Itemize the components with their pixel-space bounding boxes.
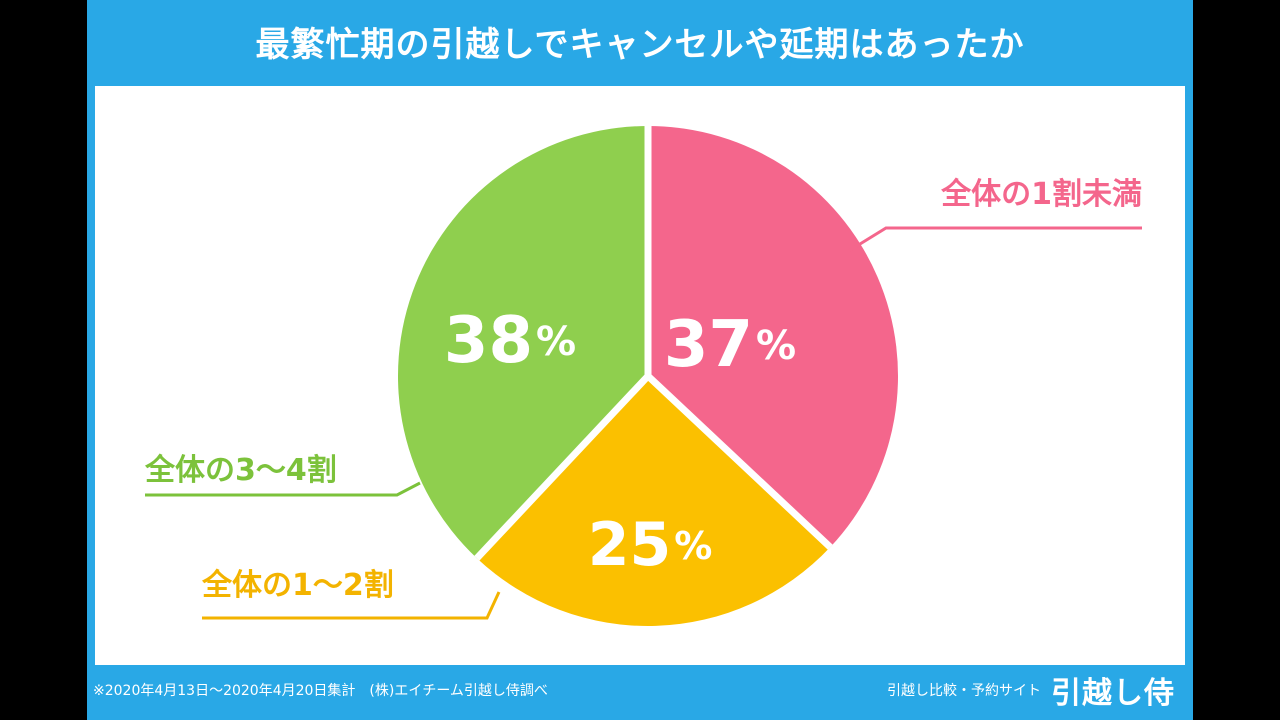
leader-line-under-10pct bbox=[846, 226, 1142, 254]
pie-slice-30-40pct bbox=[397, 125, 648, 559]
slice-value-number: 37 bbox=[664, 308, 753, 382]
brand-block: 引越し比較・予約サイト 引越し侍 bbox=[887, 668, 1175, 712]
slice-value-label-30-40pct: 38% bbox=[444, 304, 576, 378]
chart-title: 最繁忙期の引越しでキャンセルや延期はあったか bbox=[255, 24, 1025, 65]
slice-value-labels: 37%25%38% bbox=[444, 304, 796, 580]
pie-slice-10-20pct bbox=[476, 376, 831, 626]
brand-tagline: 引越し比較・予約サイト bbox=[887, 683, 1041, 699]
chart-panel: 37% 25% 38% 全体の1割未満 全体の1〜2割 全体の3〜4割 bbox=[95, 86, 1185, 665]
slice-value-label-under-10pct: 37% bbox=[664, 308, 796, 382]
slice-separator-30-40pct bbox=[474, 373, 651, 561]
leader-line-10-20pct bbox=[202, 591, 501, 620]
infographic-frame: 最繁忙期の引越しでキャンセルや延期はあったか 37% 25% 38% 全体の1割未満… bbox=[87, 0, 1193, 720]
slice-value-suffix: % bbox=[674, 524, 712, 568]
pie-slices bbox=[397, 125, 898, 626]
slice-value-suffix: % bbox=[536, 319, 576, 365]
slice-value-number: 38 bbox=[444, 304, 533, 378]
category-label-30-40pct: 全体の3〜4割 bbox=[144, 453, 337, 488]
slice-separator-10-20pct bbox=[645, 373, 833, 550]
slice-value-label-10-20pct: 25% bbox=[588, 510, 713, 580]
category-label-10-20pct: 全体の1〜2割 bbox=[201, 568, 394, 603]
slice-separators bbox=[474, 126, 833, 561]
pie-slice-under-10pct bbox=[648, 126, 898, 548]
category-label-under-10pct: 全体の1割未満 bbox=[940, 177, 1142, 212]
callout-leader-lines bbox=[145, 226, 1142, 620]
slice-value-suffix: % bbox=[756, 323, 796, 369]
slice-value-number: 25 bbox=[588, 510, 672, 580]
brand-logo: 引越し侍 bbox=[1051, 676, 1175, 711]
leader-line-30-40pct bbox=[145, 481, 421, 497]
source-note: ※2020年4月13日〜2020年4月20日集計 (株)エイチーム引越し侍調べ bbox=[93, 683, 548, 699]
